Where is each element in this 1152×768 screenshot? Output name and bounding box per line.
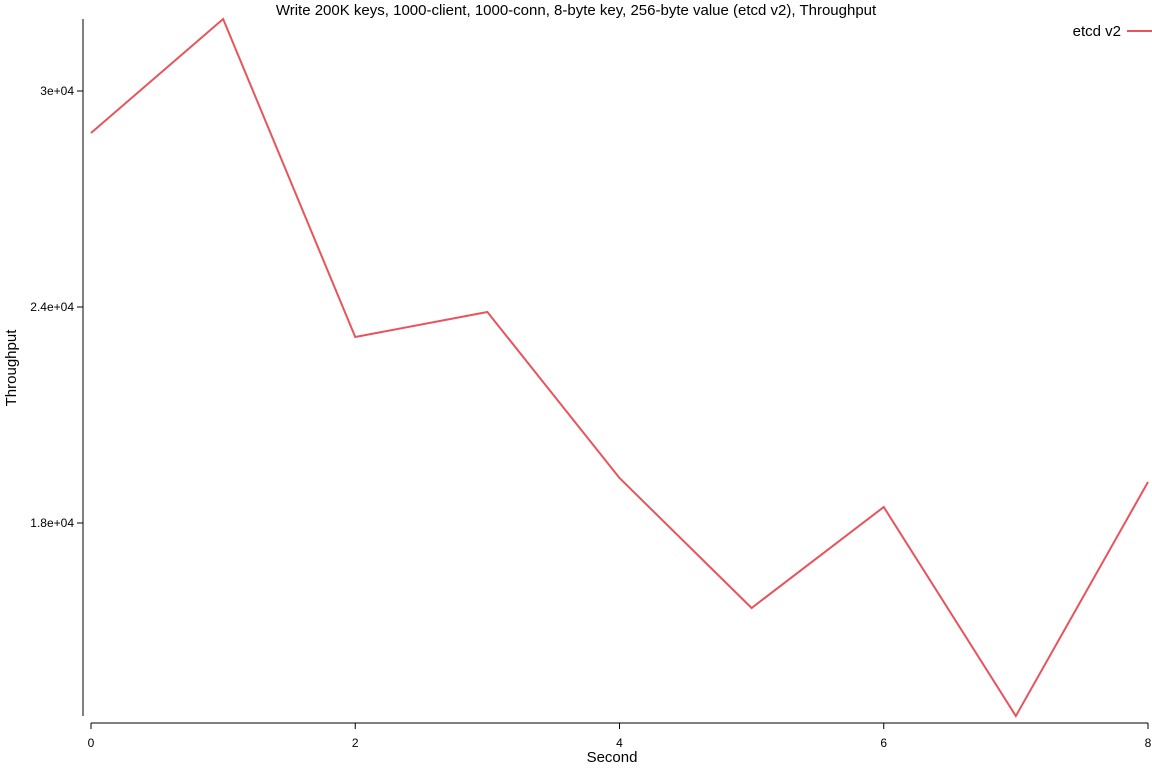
legend-label: etcd v2 xyxy=(1073,23,1121,40)
x-tick-label: 2 xyxy=(352,736,359,750)
y-tick-label: 2.4e+04 xyxy=(30,300,74,314)
x-axis-label: Second xyxy=(587,749,638,766)
x-tick-label: 4 xyxy=(616,736,623,750)
y-axis-label: Throughput xyxy=(3,329,20,407)
x-tick-label: 0 xyxy=(88,736,95,750)
x-tick-label: 8 xyxy=(1145,736,1152,750)
x-tick-label: 6 xyxy=(880,736,887,750)
y-tick-label: 3e+04 xyxy=(40,84,74,98)
y-tick-label: 1.8e+04 xyxy=(30,516,74,530)
line-series xyxy=(90,17,1149,718)
chart-title: Write 200K keys, 1000-client, 1000-conn,… xyxy=(276,2,877,19)
